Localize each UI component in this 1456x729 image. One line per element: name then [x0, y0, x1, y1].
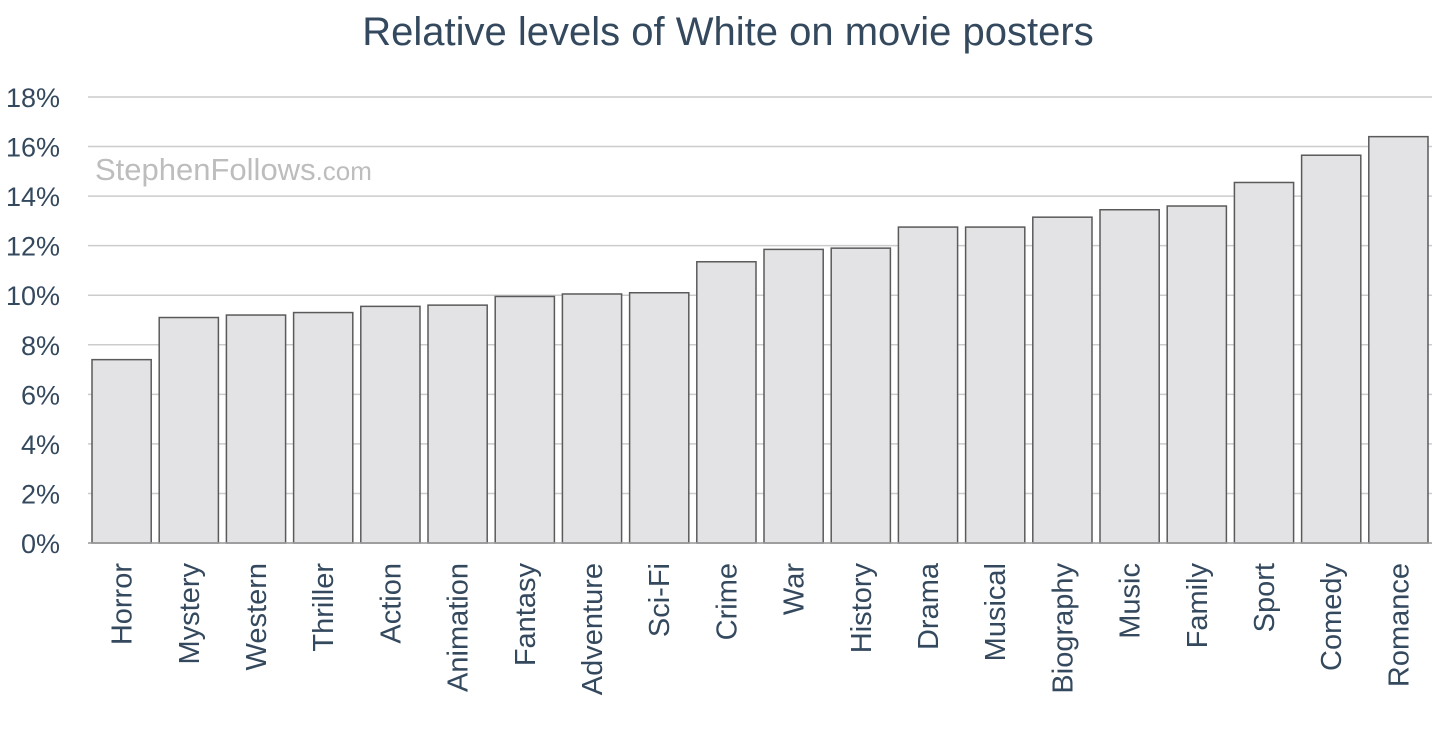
x-tick-label: Family [1182, 563, 1214, 649]
watermark: StephenFollows.com [95, 152, 372, 188]
bar-crime [696, 261, 757, 544]
y-tick-label: 6% [21, 380, 60, 410]
bar-drama [897, 226, 959, 544]
y-tick-label: 14% [6, 182, 60, 212]
bar-family [1166, 205, 1228, 544]
bar-action [360, 305, 421, 544]
x-tick-label: Animation [443, 563, 475, 692]
y-tick-label: 18% [6, 83, 60, 113]
bar-sport [1233, 181, 1295, 544]
y-axis-ticks: 0% 2% 4% 6% 8% 10% 12% 14% 16% 18% [6, 83, 60, 559]
bar-comedy [1300, 154, 1362, 544]
bar-war [763, 248, 824, 544]
bar-musical [964, 226, 1026, 544]
bar-romance [1368, 135, 1429, 544]
x-tick-label: Western [241, 563, 273, 670]
bar-sci-fi [628, 291, 690, 544]
watermark-suffix: .com [315, 156, 372, 186]
x-tick-label: Horror [107, 563, 139, 646]
x-tick-label: War [779, 563, 811, 615]
bar-adventure [561, 293, 623, 544]
x-tick-label: Mystery [174, 563, 206, 665]
bar-music [1099, 208, 1160, 544]
x-tick-label: Biography [1047, 563, 1079, 694]
bar-biography [1032, 216, 1093, 544]
bar-horror [91, 358, 152, 544]
x-tick-label: Musical [980, 563, 1012, 661]
x-tick-label: History [846, 563, 878, 654]
x-tick-label: Music [1115, 563, 1147, 639]
y-tick-label: 2% [21, 479, 60, 509]
bar-thriller [292, 311, 354, 544]
x-tick-label: Adventure [577, 563, 609, 695]
bar-animation [427, 304, 488, 544]
y-tick-label: 8% [21, 331, 60, 361]
x-tick-label: Sci-Fi [644, 563, 676, 637]
x-axis-labels: Horror Mystery Western Thriller Action Animat… [107, 562, 1416, 695]
x-tick-label: Sport [1249, 563, 1281, 632]
y-tick-label: 10% [6, 281, 60, 311]
x-tick-label: Crime [711, 563, 743, 640]
x-tick-label: Drama [913, 562, 945, 650]
x-tick-label: Comedy [1316, 563, 1348, 671]
y-tick-label: 0% [21, 529, 60, 559]
x-tick-label: Action [375, 563, 407, 644]
y-tick-label: 12% [6, 232, 60, 262]
bar-history [830, 247, 892, 544]
bars [91, 135, 1429, 544]
bar-mystery [158, 316, 220, 544]
x-tick-label: Fantasy [510, 563, 542, 667]
bar-fantasy [494, 295, 556, 544]
watermark-main: StephenFollows [95, 152, 316, 187]
chart-title: Relative levels of White on movie poster… [362, 10, 1094, 54]
bar-western [225, 314, 287, 544]
y-tick-label: 4% [21, 430, 60, 460]
x-tick-label: Romance [1383, 563, 1415, 687]
y-tick-label: 16% [6, 133, 60, 163]
x-tick-label: Thriller [308, 563, 340, 652]
